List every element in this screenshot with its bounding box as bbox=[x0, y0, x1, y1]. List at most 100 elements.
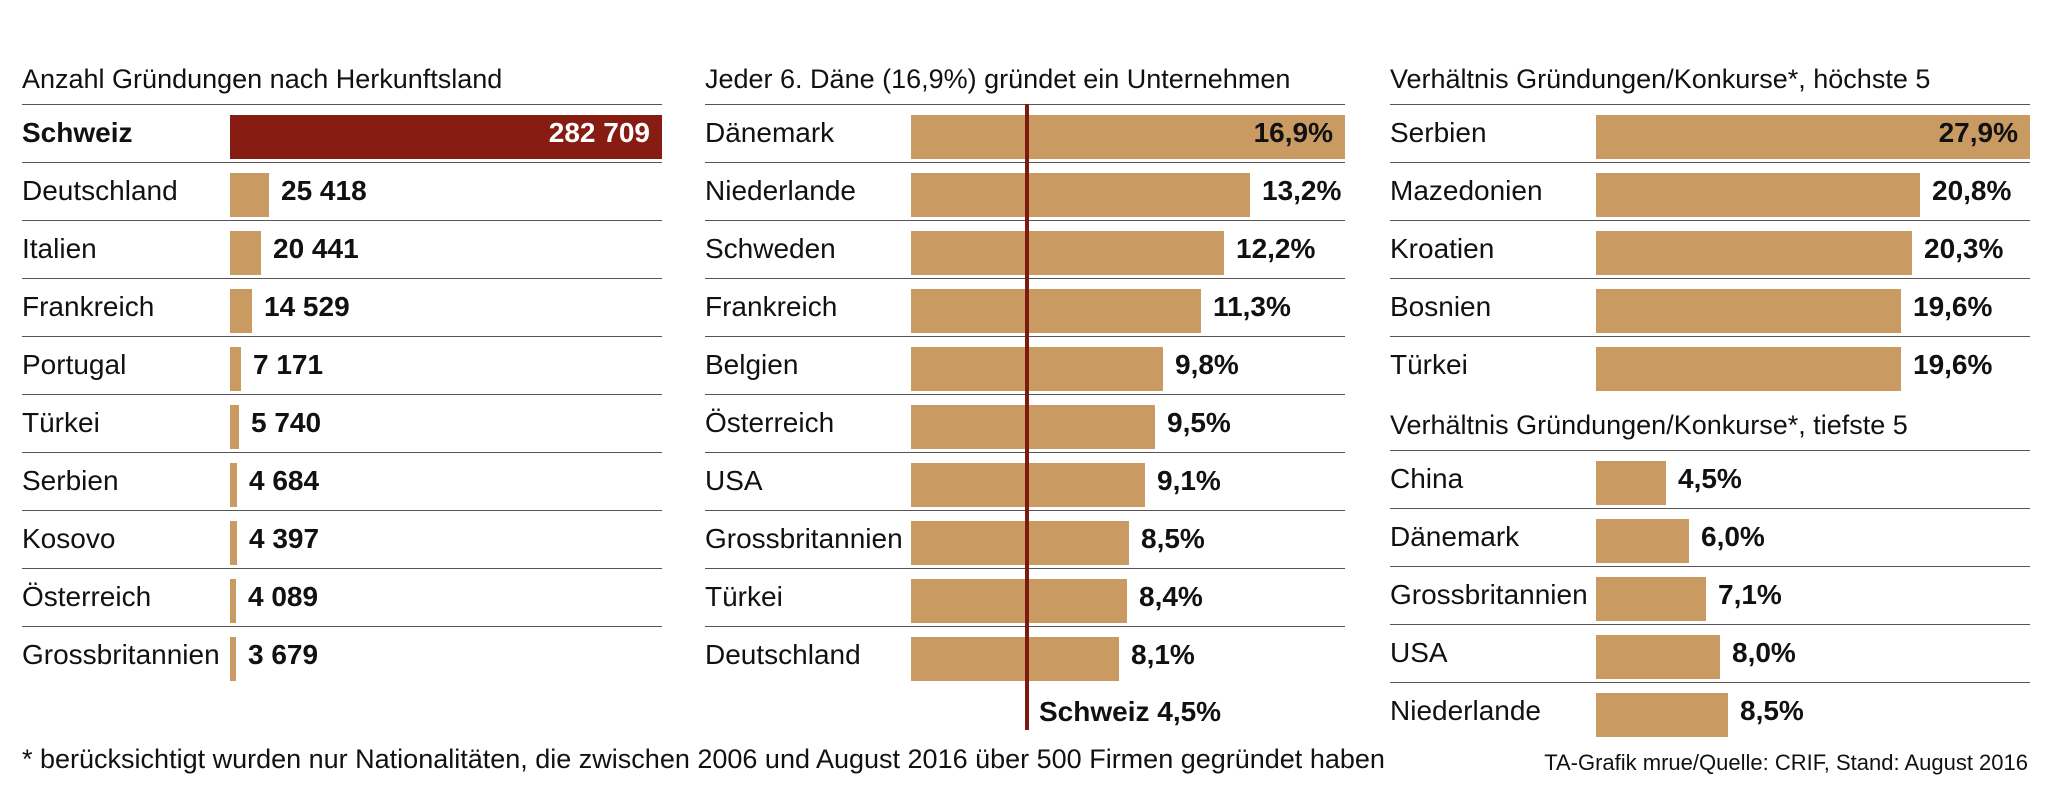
chart-title: Verhältnis Gründungen/Konkurse*, höchste… bbox=[1390, 64, 1931, 94]
category-label: Mazedonien bbox=[1390, 175, 1543, 206]
bar-mark bbox=[230, 347, 241, 391]
bar-mark bbox=[1596, 693, 1728, 737]
bar-row: Dänemark 16,9% bbox=[705, 104, 1345, 163]
category-label: USA bbox=[705, 465, 763, 496]
category-label: Serbien bbox=[1390, 117, 1487, 148]
bar-row: Türkei 5 740 bbox=[22, 394, 662, 453]
data-label: 6,0% bbox=[1701, 521, 1765, 552]
data-label: 12,2% bbox=[1236, 233, 1316, 264]
category-label: Frankreich bbox=[705, 291, 838, 322]
bar-row: Türkei 19,6% bbox=[1390, 336, 2030, 395]
bar-row: Grossbritannien 8,5% bbox=[705, 510, 1345, 569]
category-label: Dänemark bbox=[705, 117, 835, 148]
bar-mark bbox=[230, 115, 662, 159]
bar-mark bbox=[230, 521, 237, 565]
data-label: 25 418 bbox=[281, 175, 367, 206]
bar-row: Niederlande 8,5% bbox=[1390, 682, 2030, 741]
category-label: Deutschland bbox=[705, 639, 861, 670]
category-label: Kroatien bbox=[1390, 233, 1495, 264]
bar-mark bbox=[911, 579, 1127, 623]
bar-row: Grossbritannien 3 679 bbox=[22, 626, 662, 685]
category-label: Belgien bbox=[705, 349, 799, 380]
data-label: 19,6% bbox=[1913, 291, 1993, 322]
bar-mark bbox=[1596, 461, 1666, 505]
bar-mark bbox=[911, 115, 1345, 159]
bar-row: Österreich 9,5% bbox=[705, 394, 1345, 453]
data-label: 19,6% bbox=[1913, 349, 1993, 380]
category-label: Frankreich bbox=[22, 291, 155, 322]
category-label: Türkei bbox=[705, 581, 783, 612]
bar-row: Dänemark 6,0% bbox=[1390, 508, 2030, 567]
bar-mark bbox=[911, 405, 1155, 449]
footnote: * berücksichtigt wurden nur Nationalität… bbox=[22, 744, 1385, 774]
bar-row: Deutschland 25 418 bbox=[22, 162, 662, 221]
data-label: 20 441 bbox=[273, 233, 359, 264]
data-label: 13,2% bbox=[1262, 175, 1342, 206]
bar-row: Schweiz 282 709 bbox=[22, 104, 662, 163]
bar-row: Kosovo 4 397 bbox=[22, 510, 662, 569]
bar-mark bbox=[230, 173, 269, 217]
category-label: Serbien bbox=[22, 465, 119, 496]
category-label: Österreich bbox=[705, 407, 835, 438]
bar-mark bbox=[1596, 173, 1920, 217]
category-label: Bosnien bbox=[1390, 291, 1492, 322]
data-label: 5 740 bbox=[251, 407, 322, 438]
category-label: Grossbritannien bbox=[22, 639, 220, 670]
category-label: Österreich bbox=[22, 581, 152, 612]
category-label: Niederlande bbox=[705, 175, 856, 206]
data-label: 20,8% bbox=[1932, 175, 2012, 206]
data-label: 4 397 bbox=[249, 523, 320, 554]
bar-mark bbox=[230, 463, 237, 507]
category-label: Kosovo bbox=[22, 523, 116, 554]
data-label: 16,9% bbox=[1253, 117, 1333, 148]
bar-mark bbox=[911, 637, 1119, 681]
bar-row: China 4,5% bbox=[1390, 450, 2030, 509]
data-label: 8,1% bbox=[1131, 639, 1195, 670]
bar-row: Portugal 7 171 bbox=[22, 336, 662, 395]
bar-mark bbox=[911, 347, 1163, 391]
data-label: 14 529 bbox=[264, 291, 350, 322]
data-label: 4,5% bbox=[1678, 463, 1742, 494]
data-label: 7 171 bbox=[253, 349, 324, 380]
bar-row: Deutschland 8,1% bbox=[705, 626, 1345, 685]
bar-mark bbox=[911, 173, 1250, 217]
category-label: Türkei bbox=[1390, 349, 1468, 380]
data-label: 9,8% bbox=[1175, 349, 1239, 380]
bar-row: Türkei 8,4% bbox=[705, 568, 1345, 627]
category-label: Dänemark bbox=[1390, 521, 1520, 552]
data-label: 11,3% bbox=[1213, 291, 1291, 322]
bar-row: Serbien 27,9% bbox=[1390, 104, 2030, 163]
bar-row: Bosnien 19,6% bbox=[1390, 278, 2030, 337]
reference-line bbox=[1025, 104, 1029, 730]
category-label: Niederlande bbox=[1390, 695, 1541, 726]
category-label: Grossbritannien bbox=[1390, 579, 1588, 610]
bar-row: Mazedonien 20,8% bbox=[1390, 162, 2030, 221]
chart-title: Anzahl Gründungen nach Herkunftsland bbox=[22, 64, 503, 94]
bar-mark bbox=[1596, 231, 1912, 275]
data-label: 282 709 bbox=[548, 117, 650, 148]
bar-mark bbox=[1596, 577, 1706, 621]
data-label: 8,0% bbox=[1732, 637, 1796, 668]
data-label: 9,1% bbox=[1157, 465, 1221, 496]
bar-mark bbox=[1596, 347, 1901, 391]
category-label: Deutschland bbox=[22, 175, 178, 206]
category-label: China bbox=[1390, 463, 1464, 494]
category-label: Grossbritannien bbox=[705, 523, 903, 554]
bar-mark bbox=[911, 289, 1201, 333]
bar-row: Österreich 4 089 bbox=[22, 568, 662, 627]
data-label: 9,5% bbox=[1167, 407, 1231, 438]
bar-mark bbox=[230, 637, 236, 681]
category-label: USA bbox=[1390, 637, 1448, 668]
bar-mark bbox=[911, 521, 1129, 565]
data-label: 4 089 bbox=[248, 581, 319, 612]
bar-row: USA 8,0% bbox=[1390, 624, 2030, 683]
data-label: 8,5% bbox=[1141, 523, 1205, 554]
chart-title: Jeder 6. Däne (16,9%) gründet ein Untern… bbox=[705, 64, 1291, 94]
bar-row: Frankreich 14 529 bbox=[22, 278, 662, 337]
source-credit: TA-Grafik mrue/Quelle: CRIF, Stand: Augu… bbox=[1544, 750, 2028, 775]
bar-row: Italien 20 441 bbox=[22, 220, 662, 279]
bar-mark bbox=[911, 231, 1224, 275]
bar-mark bbox=[230, 289, 252, 333]
bar-mark bbox=[230, 231, 261, 275]
bar-mark bbox=[230, 579, 236, 623]
